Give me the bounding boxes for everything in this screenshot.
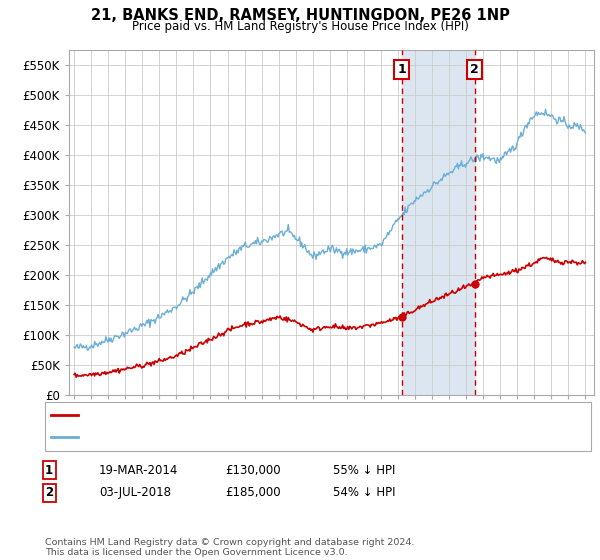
Text: 1: 1 bbox=[45, 464, 53, 477]
Text: 19-MAR-2014: 19-MAR-2014 bbox=[99, 464, 178, 477]
Text: 03-JUL-2018: 03-JUL-2018 bbox=[99, 486, 171, 500]
Text: £185,000: £185,000 bbox=[225, 486, 281, 500]
Text: £130,000: £130,000 bbox=[225, 464, 281, 477]
Text: 21, BANKS END, RAMSEY, HUNTINGDON, PE26 1NP: 21, BANKS END, RAMSEY, HUNTINGDON, PE26 … bbox=[91, 8, 509, 24]
Bar bbox=[401, 50, 475, 395]
Text: 2: 2 bbox=[470, 63, 479, 76]
Text: 55% ↓ HPI: 55% ↓ HPI bbox=[333, 464, 395, 477]
Text: 1: 1 bbox=[397, 63, 406, 76]
Text: 2: 2 bbox=[45, 486, 53, 500]
Text: 54% ↓ HPI: 54% ↓ HPI bbox=[333, 486, 395, 500]
Text: Contains HM Land Registry data © Crown copyright and database right 2024.
This d: Contains HM Land Registry data © Crown c… bbox=[45, 538, 415, 557]
Text: Price paid vs. HM Land Registry's House Price Index (HPI): Price paid vs. HM Land Registry's House … bbox=[131, 20, 469, 32]
Text: 21, BANKS END, RAMSEY, HUNTINGDON, PE26 1NP (detached house): 21, BANKS END, RAMSEY, HUNTINGDON, PE26 … bbox=[84, 410, 470, 421]
Text: HPI: Average price, detached house, Huntingdonshire: HPI: Average price, detached house, Hunt… bbox=[84, 432, 383, 442]
